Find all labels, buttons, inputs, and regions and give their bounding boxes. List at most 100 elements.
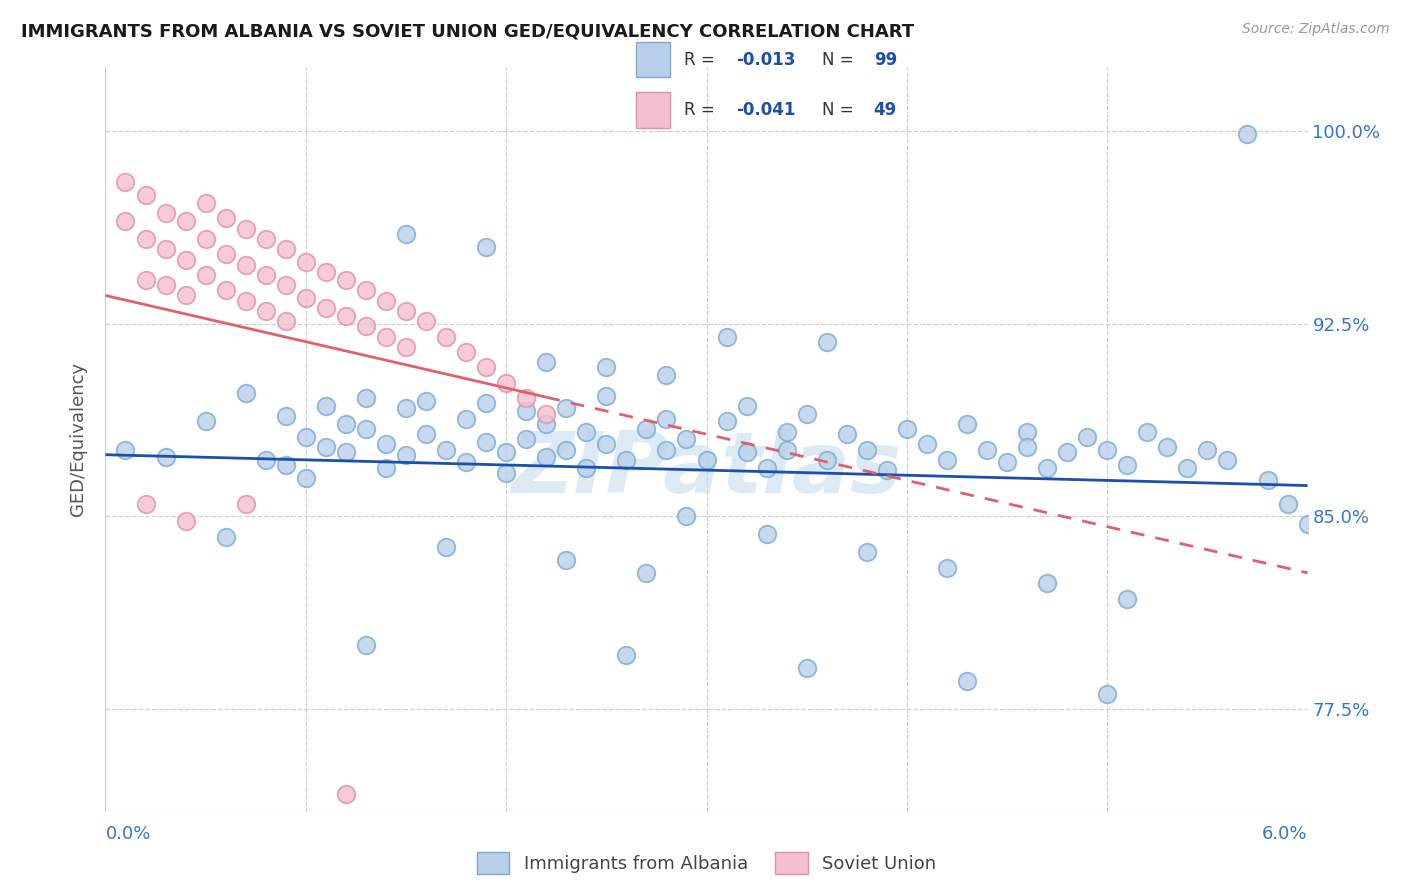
Point xyxy=(876,463,898,477)
Point xyxy=(475,240,498,254)
Point xyxy=(335,273,357,287)
Point xyxy=(616,648,638,662)
Point xyxy=(515,404,537,418)
Point xyxy=(534,355,557,369)
Point xyxy=(475,396,498,410)
Point xyxy=(495,445,517,459)
Point xyxy=(235,221,257,235)
Point xyxy=(374,460,398,475)
Point xyxy=(295,291,318,305)
Point xyxy=(235,386,257,401)
Point xyxy=(235,496,257,510)
Point xyxy=(395,227,418,241)
Point xyxy=(274,314,297,328)
Point xyxy=(655,442,678,457)
Point xyxy=(855,545,877,559)
Point xyxy=(295,255,318,269)
Point xyxy=(1056,445,1078,459)
Point xyxy=(235,293,257,308)
Point xyxy=(374,437,398,451)
Point xyxy=(174,515,197,529)
Point xyxy=(395,401,418,416)
Text: 0.0%: 0.0% xyxy=(105,825,150,843)
Point xyxy=(896,422,918,436)
Point xyxy=(274,409,297,424)
Point xyxy=(174,252,197,267)
Point xyxy=(636,566,658,580)
Point xyxy=(595,389,617,403)
Point xyxy=(1017,425,1039,439)
Text: R =: R = xyxy=(685,101,720,119)
Point xyxy=(475,434,498,449)
Point xyxy=(155,278,177,293)
Point xyxy=(235,258,257,272)
Point xyxy=(295,430,318,444)
Point xyxy=(495,466,517,480)
Point xyxy=(1116,458,1139,472)
Point xyxy=(835,427,858,442)
Point xyxy=(915,437,938,451)
Point xyxy=(254,304,277,318)
Point xyxy=(434,540,457,554)
Point xyxy=(174,214,197,228)
Point xyxy=(395,304,418,318)
Point xyxy=(315,399,337,413)
Point xyxy=(595,360,617,375)
Point xyxy=(595,437,617,451)
Point xyxy=(254,232,277,246)
Point xyxy=(194,196,217,211)
Text: 49: 49 xyxy=(873,101,897,119)
Point xyxy=(1097,687,1119,701)
Point xyxy=(936,560,959,574)
Text: N =: N = xyxy=(823,101,859,119)
Point xyxy=(254,453,277,467)
Point xyxy=(555,442,578,457)
Point xyxy=(956,673,979,688)
Point xyxy=(495,376,517,390)
Point xyxy=(776,442,799,457)
Point xyxy=(1277,496,1299,510)
Point xyxy=(155,450,177,465)
Point xyxy=(335,787,357,801)
Point xyxy=(1197,442,1219,457)
Point xyxy=(1136,425,1159,439)
Point xyxy=(616,453,638,467)
Point xyxy=(114,214,136,228)
Point xyxy=(755,527,778,541)
Point xyxy=(1257,474,1279,488)
Point xyxy=(1076,430,1098,444)
Point xyxy=(155,206,177,220)
Point xyxy=(415,314,437,328)
Point xyxy=(855,442,877,457)
Point xyxy=(976,442,998,457)
Point xyxy=(815,453,838,467)
Point xyxy=(194,232,217,246)
Point xyxy=(1156,440,1178,454)
Point xyxy=(395,340,418,354)
Point xyxy=(135,188,157,202)
Point xyxy=(214,530,236,544)
Point xyxy=(135,273,157,287)
Point xyxy=(135,232,157,246)
Point xyxy=(214,284,236,298)
Point xyxy=(1097,442,1119,457)
Point xyxy=(454,345,477,359)
Point xyxy=(354,638,377,652)
Point xyxy=(1175,460,1198,475)
Point xyxy=(716,414,738,428)
Text: 6.0%: 6.0% xyxy=(1263,825,1308,843)
Point xyxy=(354,391,377,405)
Point xyxy=(214,247,236,261)
Point xyxy=(655,368,678,383)
Point xyxy=(295,471,318,485)
Point xyxy=(1236,127,1258,141)
Point xyxy=(1036,460,1059,475)
Point xyxy=(1296,517,1319,532)
Text: -0.013: -0.013 xyxy=(735,51,796,69)
Point xyxy=(995,455,1018,469)
Point xyxy=(274,278,297,293)
Point xyxy=(515,432,537,446)
Point xyxy=(415,393,437,408)
Point xyxy=(956,417,979,431)
Bar xyxy=(636,42,671,78)
